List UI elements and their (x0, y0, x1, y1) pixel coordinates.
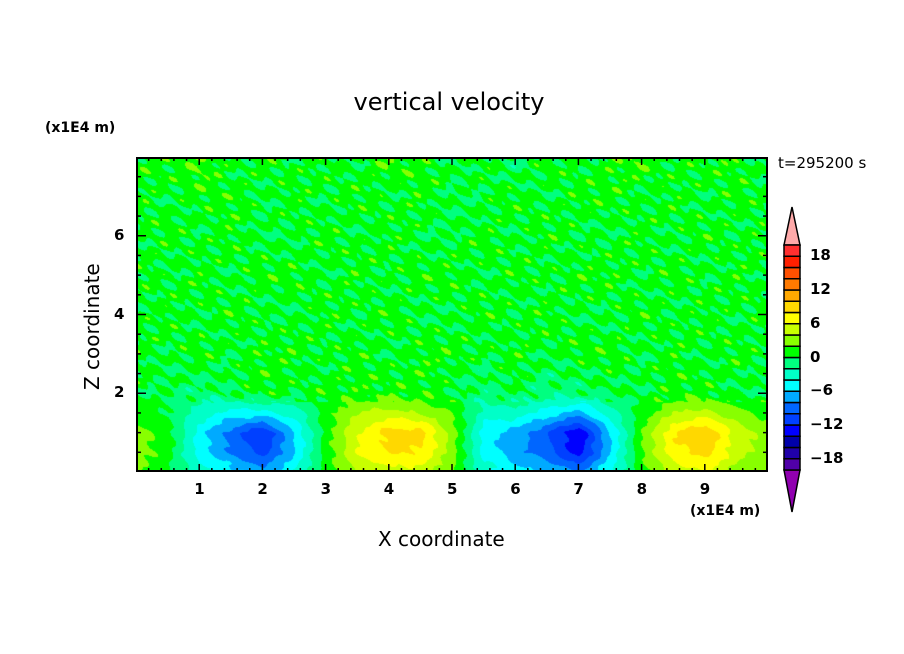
x-tick-label: 2 (257, 480, 268, 498)
colorbar-box (783, 356, 801, 370)
colorbar-tick-label: 6 (810, 313, 821, 332)
colorbar-box (783, 244, 801, 257)
colorbar-box (783, 323, 801, 336)
colorbar-tick-label: 18 (810, 246, 831, 265)
x-tick-label: 7 (573, 480, 584, 498)
colorbar-box (783, 390, 801, 404)
y-unit-label: (x1E4 m) (45, 120, 116, 136)
colorbar-box (783, 413, 801, 426)
colorbar-box (783, 278, 801, 291)
colorbar-box (783, 401, 801, 415)
colorbar-box (783, 255, 801, 269)
colorbar-tick-label: −6 (810, 381, 834, 400)
colorbar (783, 206, 801, 513)
colorbar-box (783, 379, 801, 392)
x-tick-label: 6 (510, 480, 521, 498)
x-tick-label: 5 (447, 480, 458, 498)
x-tick-label: 3 (320, 480, 332, 498)
x-unit-label: (x1E4 m) (690, 503, 761, 519)
x-tick-label: 4 (383, 480, 395, 498)
colorbar-under-triangle (783, 469, 801, 513)
chart-title: vertical velocity (353, 88, 545, 116)
colorbar-over-triangle (783, 206, 801, 246)
colorbar-box (783, 458, 801, 471)
x-tick-label: 1 (194, 480, 205, 498)
colorbar-box (783, 446, 801, 460)
colorbar-box (783, 334, 801, 347)
colorbar-box (783, 311, 801, 325)
y-tick-label: 2 (114, 383, 125, 402)
plot-border (136, 157, 768, 472)
colorbar-tick-label: −12 (810, 415, 844, 433)
y-tick-label: 4 (114, 304, 125, 323)
y-axis-label: Z coordinate (80, 263, 104, 390)
time-label: t=295200 s (778, 154, 867, 172)
y-tick-label: 6 (114, 225, 125, 244)
plot-frame (136, 157, 768, 472)
colorbar-box (783, 345, 801, 359)
colorbar-box (783, 266, 801, 280)
x-axis-label: X coordinate (378, 527, 505, 551)
colorbar-box (783, 368, 801, 381)
colorbar-box (783, 424, 801, 437)
colorbar-box (783, 289, 801, 302)
colorbar-box (783, 300, 801, 314)
colorbar-tick-label: −18 (810, 448, 844, 467)
colorbar-tick-label: 0 (810, 347, 821, 366)
x-tick-label: 8 (636, 480, 648, 498)
colorbar-box (783, 435, 801, 449)
colorbar-tick-label: 12 (810, 280, 831, 298)
contour-field (136, 157, 768, 472)
plot-area (136, 157, 768, 472)
x-tick-label: 9 (699, 480, 711, 498)
